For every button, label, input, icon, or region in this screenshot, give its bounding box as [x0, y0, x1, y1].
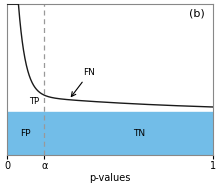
Text: FP: FP	[20, 129, 31, 138]
Text: FN: FN	[71, 68, 95, 96]
Text: TP: TP	[29, 97, 39, 106]
X-axis label: p-values: p-values	[89, 173, 131, 183]
Text: TN: TN	[133, 129, 145, 138]
Text: (b): (b)	[189, 9, 205, 19]
